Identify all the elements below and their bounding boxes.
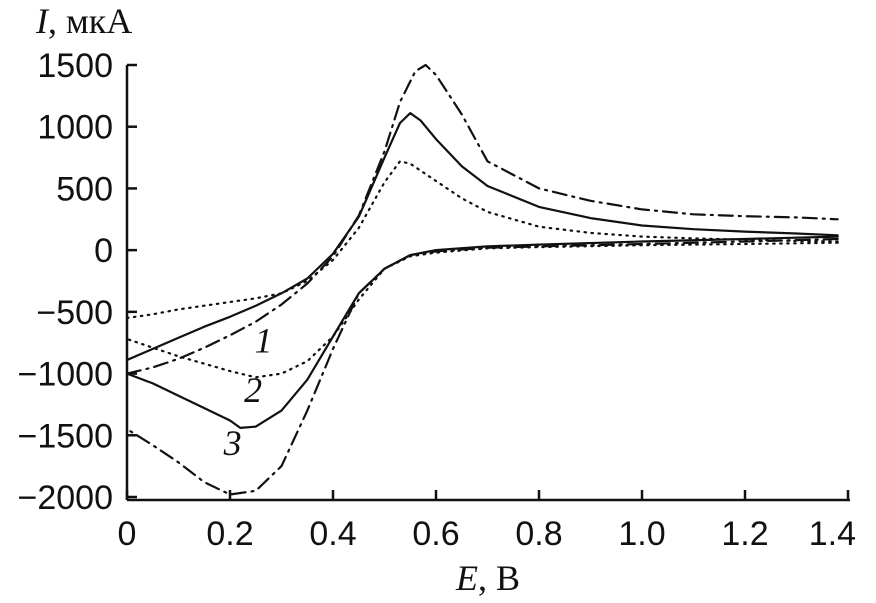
series-2 — [127, 113, 838, 428]
x-tick-label: 0.4 — [309, 515, 356, 553]
x-axis-title-unit: , В — [478, 558, 520, 598]
x-tick-label: 0.6 — [412, 515, 459, 553]
x-tick-label: 0 — [118, 515, 137, 553]
y-tick-label: 500 — [56, 170, 113, 208]
x-tick-label: 0.8 — [515, 515, 562, 553]
y-tick-label: −2000 — [18, 479, 114, 517]
curve-label-group: 1 23 — [223, 321, 273, 463]
y-axis-title: I, мкА — [35, 1, 132, 41]
series-1 — [127, 161, 838, 377]
y-tick-label: 0 — [94, 232, 113, 270]
series-3-forward-scan — [127, 65, 838, 374]
series-2-forward-scan — [127, 113, 838, 360]
x-tick-label: 1.2 — [721, 515, 768, 553]
y-tick-label: −1500 — [18, 417, 114, 455]
y-tick-label: 1500 — [37, 47, 113, 85]
curve-label-2: 2 — [244, 370, 262, 410]
x-axis-title: E, В — [455, 558, 520, 598]
y-axis-title-unit: , мкА — [48, 1, 132, 41]
x-tick-label: 0.2 — [206, 515, 253, 553]
y-tick-label: −1000 — [18, 356, 114, 394]
x-axis-title-symbol: E — [455, 558, 478, 598]
curve-label-3: 3 — [223, 423, 242, 463]
y-tick-group: 1500 1000 500 0 −500 −1000 −1500 −2000 — [18, 47, 138, 517]
y-tick-label: 1000 — [37, 109, 113, 147]
x-tick-label: 1.0 — [618, 515, 665, 553]
y-tick-label: −500 — [36, 294, 113, 332]
series-1-reverse-scan — [127, 243, 838, 378]
x-tick-label: 1.4 — [809, 515, 856, 553]
curve-label-1: 1 — [254, 321, 272, 361]
